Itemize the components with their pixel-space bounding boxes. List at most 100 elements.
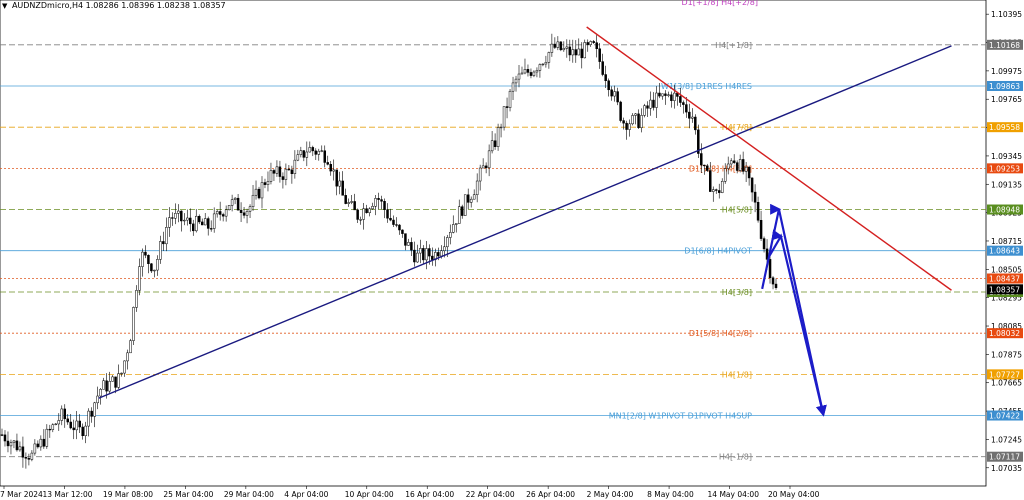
candle-body: [21, 446, 25, 458]
candle-body: [108, 381, 111, 392]
candle-body: [735, 162, 739, 171]
candle-body: [523, 69, 527, 74]
candle-body: [457, 206, 461, 224]
candle-body: [186, 217, 189, 221]
candle-body: [260, 182, 264, 199]
y-tick-label: 1.09135: [991, 180, 1022, 189]
candle-body: [15, 440, 19, 451]
candle-body: [39, 438, 43, 448]
projection-arrow[interactable]: [761, 203, 827, 417]
price-tag: [987, 80, 1023, 91]
y-tick-label: 1.09765: [991, 95, 1022, 104]
candle-body: [583, 42, 586, 59]
candle-body: [18, 446, 22, 451]
candle-body: [679, 96, 682, 103]
price-tag-label: 1.07422: [989, 412, 1020, 421]
price-tag: [987, 163, 1023, 174]
candle-body: [496, 127, 500, 147]
projection-arrow[interactable]: [768, 229, 827, 417]
candle-body: [12, 440, 16, 443]
candle-body: [30, 452, 34, 460]
trendline-resistance[interactable]: [586, 26, 952, 291]
candle-body: [541, 63, 545, 66]
candle-body: [425, 248, 428, 261]
candle-body: [87, 410, 90, 427]
candle-body: [386, 209, 389, 219]
candle-body: [266, 181, 270, 185]
candle-body: [446, 237, 449, 248]
level-label: H4[+1/8]: [715, 41, 752, 50]
candle-body: [90, 410, 93, 417]
candle-body: [350, 201, 353, 203]
candle-body: [577, 48, 581, 56]
candle-body: [481, 165, 485, 169]
candle-body: [592, 41, 595, 43]
candle-body: [24, 457, 28, 459]
candle-body: [180, 210, 183, 222]
candle-body: [221, 214, 225, 217]
price-tag: [987, 328, 1023, 339]
candle-body: [224, 209, 228, 217]
candle-body: [744, 166, 748, 172]
candle-body: [544, 62, 548, 65]
dropdown-triangle-icon[interactable]: ▼: [2, 2, 8, 10]
level-label: D1[7/8] H4[6/8]: [689, 164, 752, 173]
candle-body: [227, 205, 231, 211]
candle-body: [102, 380, 105, 390]
candle-body: [197, 215, 201, 223]
y-tick-label: 1.08085: [991, 322, 1022, 331]
candle-body: [759, 220, 763, 239]
trendline-support[interactable]: [98, 45, 952, 399]
candle-body: [700, 153, 703, 166]
candle-body: [278, 166, 282, 177]
candle-body: [302, 150, 306, 158]
candle-body: [174, 213, 177, 219]
candle-body: [765, 248, 769, 260]
candle-body: [236, 197, 240, 211]
candle-body: [726, 163, 730, 169]
candle-body: [565, 46, 569, 49]
candle-body: [365, 208, 368, 214]
candle-body: [189, 217, 192, 225]
candle-body: [538, 64, 542, 71]
candle-body: [454, 223, 458, 225]
candle-body: [383, 201, 386, 210]
price-tag-label: 1.08032: [989, 329, 1020, 338]
candle-body: [478, 167, 482, 182]
candle-body: [326, 162, 329, 165]
candle-body: [84, 425, 87, 436]
candle-body: [293, 159, 297, 175]
ohlc-values: 1.08286 1.08396 1.08238 1.08357: [85, 1, 226, 10]
candle-body: [338, 180, 341, 187]
candle-body: [332, 169, 335, 172]
candle-body: [192, 223, 195, 232]
y-tick-label: 1.08295: [991, 294, 1022, 303]
y-tick-label: 1.07875: [991, 350, 1022, 359]
candle-body: [374, 198, 377, 207]
candle-body: [335, 169, 338, 187]
candle-body: [562, 48, 566, 51]
x-tick-label: 19 Mar 08:00: [103, 490, 153, 499]
candle-body: [717, 190, 721, 193]
candle-body: [320, 150, 324, 152]
candle-body: [63, 408, 67, 420]
candle-body: [72, 427, 75, 431]
candle-body: [526, 69, 530, 73]
candle-body: [598, 48, 601, 62]
candle-body: [610, 89, 613, 97]
candle-body: [389, 217, 392, 221]
candle-body: [209, 228, 213, 230]
candle-body: [613, 91, 616, 97]
y-tick-label: 1.09975: [991, 67, 1022, 76]
candle-body: [368, 208, 371, 214]
y-tick-label: 1.09345: [991, 152, 1022, 161]
candle-body: [57, 420, 61, 425]
y-tick-label: 1.07035: [991, 464, 1022, 473]
candle-body: [156, 259, 159, 271]
candle-body: [419, 248, 422, 254]
candle-body: [251, 194, 255, 207]
price-tag: [987, 245, 1023, 256]
price-tag: [987, 410, 1023, 421]
candle-body: [9, 442, 13, 447]
